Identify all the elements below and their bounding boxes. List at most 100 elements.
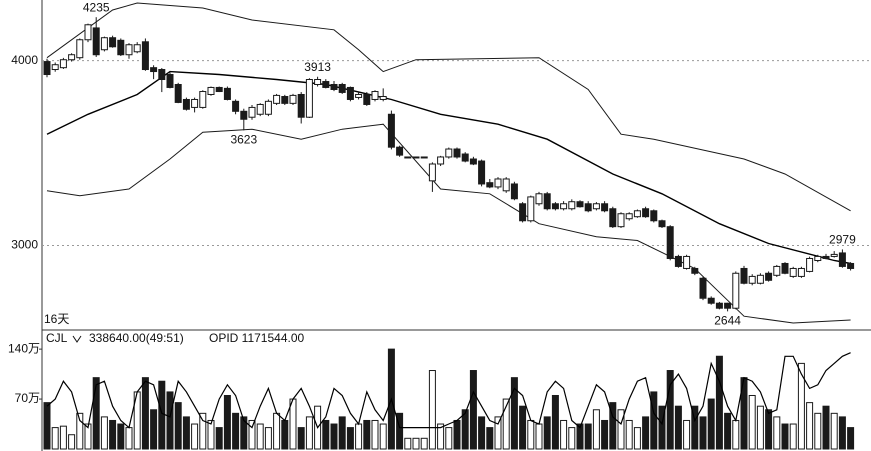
- volume-bar: [510, 377, 518, 450]
- candle-body: [338, 83, 346, 93]
- volume-bar: [51, 427, 59, 450]
- volume-bar: [683, 419, 691, 450]
- volume-bar: [748, 394, 756, 450]
- volume-bar: [806, 402, 814, 450]
- bollinger-line: [46, 123, 851, 324]
- volume-bar: [461, 409, 469, 450]
- candle-body: [666, 226, 674, 259]
- candle-body: [346, 86, 354, 100]
- extreme-label: 2644: [714, 314, 741, 328]
- volume-bar: [84, 423, 92, 450]
- candle-body: [223, 87, 231, 100]
- y-tick-label: 3000: [11, 238, 38, 252]
- opid-readout: OPID 1171544.00: [209, 331, 305, 345]
- candle-body: [297, 93, 305, 118]
- volume-bar: [371, 419, 379, 450]
- candle-body: [535, 193, 543, 205]
- volume-bar: [117, 423, 125, 450]
- candle-body: [150, 67, 158, 73]
- candle-body: [609, 208, 617, 228]
- candle-body: [215, 86, 223, 93]
- volume-bar: [625, 419, 633, 450]
- volume-bar: [478, 416, 486, 450]
- volume-bar: [699, 416, 707, 450]
- candle-body: [125, 44, 133, 56]
- candle-body: [494, 178, 502, 188]
- candle-body: [76, 39, 84, 59]
- candle-body: [363, 93, 371, 105]
- volume-bar: [297, 427, 305, 450]
- volume-bar: [724, 412, 732, 450]
- volume-bar: [404, 437, 412, 450]
- volume-bar: [100, 416, 108, 450]
- candle-body: [240, 110, 248, 120]
- candle-body: [568, 201, 576, 210]
- candle-body: [248, 106, 256, 118]
- volume-bar: [76, 412, 84, 450]
- candle-body: [141, 41, 149, 71]
- volume-bar: [650, 391, 658, 450]
- candle-body: [781, 262, 789, 274]
- volume-bar: [330, 423, 338, 450]
- volume-bar: [182, 416, 190, 450]
- volume-bar: [568, 427, 576, 450]
- candle-body: [822, 255, 830, 259]
- indicator-dropdown[interactable]: [72, 335, 82, 343]
- volume-bar: [363, 419, 371, 450]
- y-tick-label: 4000: [11, 53, 38, 67]
- volume-bar: [125, 427, 133, 450]
- candle-body: [486, 182, 494, 188]
- volume-bar: [789, 423, 797, 450]
- candle-body: [330, 83, 338, 90]
- candle-body: [289, 94, 297, 104]
- candle-body: [182, 98, 190, 110]
- volume-bar: [289, 398, 297, 450]
- candle-body: [658, 220, 666, 228]
- volume-bar: [715, 355, 723, 450]
- volume-bar: [781, 423, 789, 450]
- candle-body: [830, 253, 838, 257]
- candle-body: [322, 81, 330, 88]
- candle-body: [43, 61, 51, 76]
- candle-body: [199, 91, 207, 108]
- candle-body: [371, 91, 379, 100]
- volume-bar: [486, 427, 494, 450]
- volume-bar: [527, 419, 535, 450]
- candle-body: [633, 210, 641, 218]
- candle-body: [100, 37, 108, 51]
- volume-bar: [756, 405, 764, 450]
- volume-bar: [543, 416, 551, 450]
- volume-bar: [59, 425, 67, 450]
- candle-body: [84, 24, 92, 41]
- candle-body: [797, 267, 805, 277]
- candle-body: [715, 302, 723, 309]
- candle-body: [117, 39, 125, 56]
- candle-body: [461, 153, 469, 162]
- candle-body: [691, 267, 699, 274]
- candle-body: [68, 54, 76, 61]
- candle-body: [256, 103, 264, 115]
- volume-bar: [838, 416, 846, 450]
- candle-body: [519, 203, 527, 222]
- candle-body: [724, 302, 732, 309]
- volume-bar: [232, 412, 240, 450]
- volume-bar: [215, 427, 223, 450]
- candle-body: [847, 262, 855, 269]
- candle-body: [396, 146, 404, 156]
- indicator-name[interactable]: CJL: [46, 331, 68, 345]
- volume-bar: [674, 405, 682, 450]
- candle-body: [625, 213, 633, 220]
- volume-bar: [773, 416, 781, 450]
- extreme-label: 4235: [83, 0, 110, 14]
- candle-body: [650, 210, 658, 222]
- candle-body: [174, 83, 182, 103]
- candle-body: [748, 275, 756, 284]
- volume-bar: [412, 437, 420, 450]
- volume-bar: [707, 398, 715, 450]
- volume-bar: [248, 419, 256, 450]
- volume-bar: [469, 370, 477, 450]
- volume-bar: [519, 405, 527, 450]
- volume-bar: [68, 434, 76, 450]
- volume-bar: [264, 427, 272, 450]
- candle-body: [527, 196, 535, 222]
